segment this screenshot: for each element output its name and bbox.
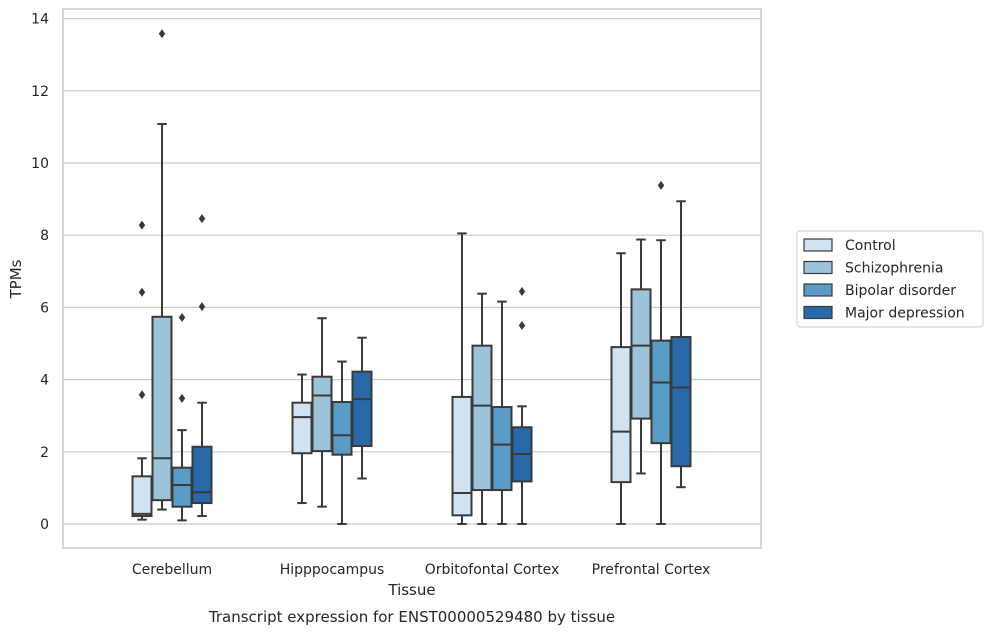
box-iqr xyxy=(151,315,173,502)
y-tick-label: 4 xyxy=(40,373,49,389)
boxes xyxy=(131,29,692,525)
y-tick-label: 14 xyxy=(31,12,49,28)
outlier-point xyxy=(518,320,526,330)
outlier-point xyxy=(158,29,166,39)
y-tick-label: 12 xyxy=(31,84,49,100)
box-bipolar-disorder xyxy=(171,313,193,522)
box-iqr xyxy=(471,344,493,492)
y-tick-label: 6 xyxy=(40,300,49,316)
box-iqr xyxy=(351,370,373,448)
box-iqr xyxy=(491,406,513,492)
outlier-point xyxy=(178,393,186,403)
box-major-depression xyxy=(511,287,533,525)
outlier-point xyxy=(138,220,146,230)
legend: Control Schizophrenia Bipolar disorder Majo… xyxy=(796,230,984,328)
legend-swatch xyxy=(803,283,833,297)
box-iqr xyxy=(191,445,213,505)
y-tick-label: 0 xyxy=(40,517,49,533)
legend-swatch xyxy=(803,238,833,252)
x-tick-label: Orbitofontal Cortex xyxy=(425,562,560,578)
box-iqr xyxy=(670,336,692,468)
box-major-depression xyxy=(191,214,213,518)
outlier-point xyxy=(198,214,206,224)
y-tick-label: 2 xyxy=(40,445,49,461)
box-control xyxy=(291,373,313,505)
legend-frame xyxy=(796,230,984,328)
box-iqr xyxy=(650,339,672,445)
box-schizophrenia xyxy=(311,317,333,508)
outlier-point xyxy=(138,287,146,297)
legend-swatch xyxy=(803,260,833,275)
box-iqr xyxy=(331,400,353,456)
box-bipolar-disorder xyxy=(650,180,672,525)
box-iqr xyxy=(630,288,652,420)
legend-label: Major depression xyxy=(845,306,965,322)
x-tick-label: Cerebellum xyxy=(132,562,212,578)
box-iqr xyxy=(610,346,632,484)
x-tick-labels: Cerebellum Hipppocampus Orbitofontal Corte… xyxy=(132,562,710,578)
y-tick-label: 10 xyxy=(31,156,49,172)
x-tick-label: Hipppocampus xyxy=(280,562,385,578)
box-schizophrenia xyxy=(151,29,173,511)
box-major-depression xyxy=(351,336,373,480)
outlier-point xyxy=(178,313,186,323)
box-control xyxy=(131,220,153,521)
outlier-point xyxy=(138,390,146,400)
outlier-point xyxy=(198,302,206,312)
chart-caption: Transcript expression for ENST0000052948… xyxy=(208,608,615,626)
plot-area-frame xyxy=(62,8,762,549)
y-axis-title: TPMs xyxy=(7,259,25,299)
box-major-depression xyxy=(670,200,692,489)
box-iqr xyxy=(311,375,333,453)
box-iqr xyxy=(131,475,153,518)
box-iqr xyxy=(171,466,193,508)
outlier-point xyxy=(518,287,526,297)
y-tick-label: 8 xyxy=(40,228,49,244)
gridlines xyxy=(63,18,761,525)
legend-swatch xyxy=(803,305,833,320)
y-tick-labels: 0 2 4 6 8 10 12 14 xyxy=(31,12,49,533)
legend-label: Schizophrenia xyxy=(845,261,943,277)
box-iqr xyxy=(291,401,313,455)
outlier-point xyxy=(657,180,665,190)
legend-label: Control xyxy=(845,238,896,254)
x-tick-label: Prefrontal Cortex xyxy=(592,562,711,578)
box-iqr xyxy=(451,395,473,517)
x-axis-title: Tissue xyxy=(387,581,435,599)
legend-label: Bipolar disorder xyxy=(845,283,956,299)
